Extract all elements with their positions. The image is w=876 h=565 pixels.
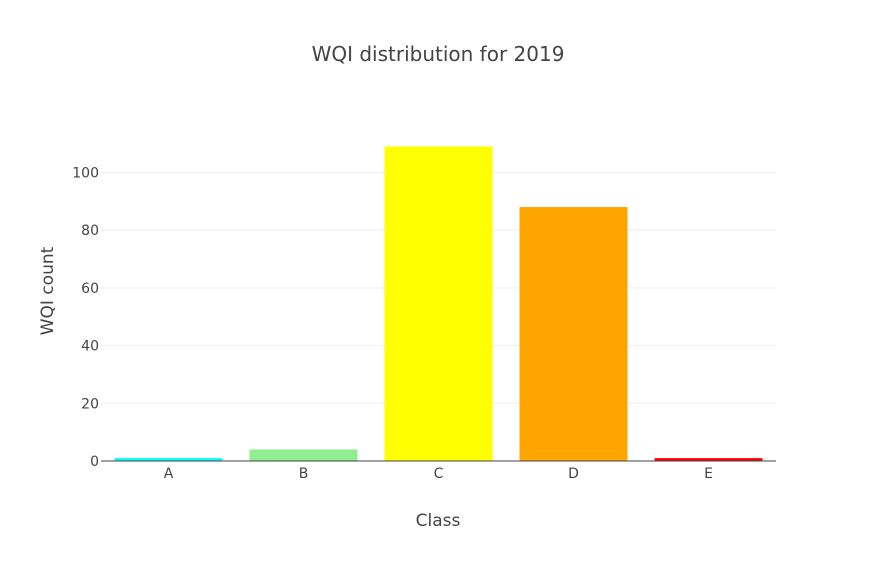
x-tick-label: A — [164, 466, 174, 482]
bar-d — [519, 207, 628, 461]
x-tick-label: B — [299, 466, 309, 482]
tick-labels: 0 20 40 60 80 100 A B C D E — [72, 165, 713, 482]
y-tick-label: 0 — [90, 454, 99, 470]
x-tick-label: C — [434, 466, 444, 482]
bar-c — [384, 146, 493, 462]
bar-a — [114, 458, 223, 461]
bar-b — [249, 449, 358, 461]
x-tick-label: E — [704, 466, 713, 482]
bar-e — [654, 458, 763, 461]
y-axis-title: WQI count — [38, 246, 58, 335]
chart-title: WQI distribution for 2019 — [312, 42, 565, 66]
y-tick-label: 40 — [81, 339, 99, 355]
y-tick-label: 80 — [81, 223, 99, 239]
x-tick-label: D — [568, 466, 579, 482]
y-tick-label: 60 — [81, 281, 99, 297]
y-tick-label: 20 — [81, 396, 99, 412]
x-axis-title: Class — [416, 511, 461, 531]
bars — [114, 146, 763, 462]
y-tick-label: 100 — [72, 165, 99, 181]
